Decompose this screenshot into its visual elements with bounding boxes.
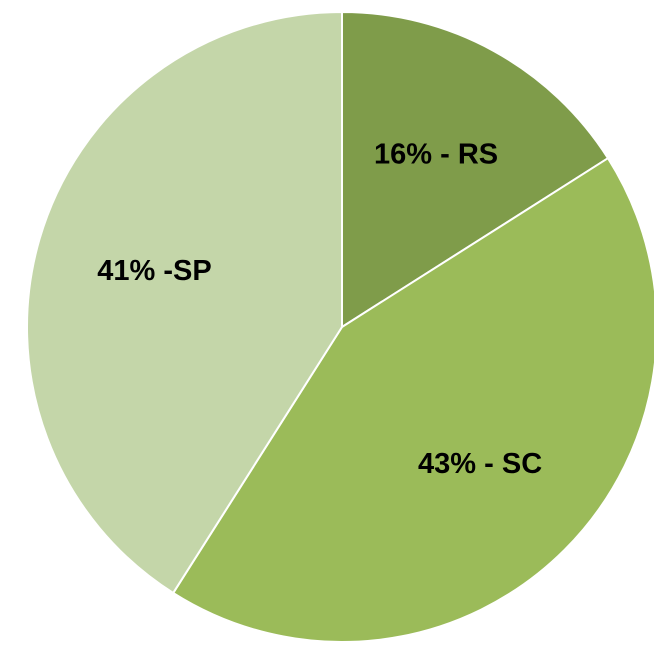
data-label: 16% - RS — [374, 139, 498, 171]
data-label: 41% -SP — [97, 255, 211, 287]
pie-slice — [171, 156, 654, 643]
pie-slice — [26, 10, 343, 595]
data-label: 43% - SC — [418, 448, 542, 480]
pie-slice — [341, 10, 610, 329]
